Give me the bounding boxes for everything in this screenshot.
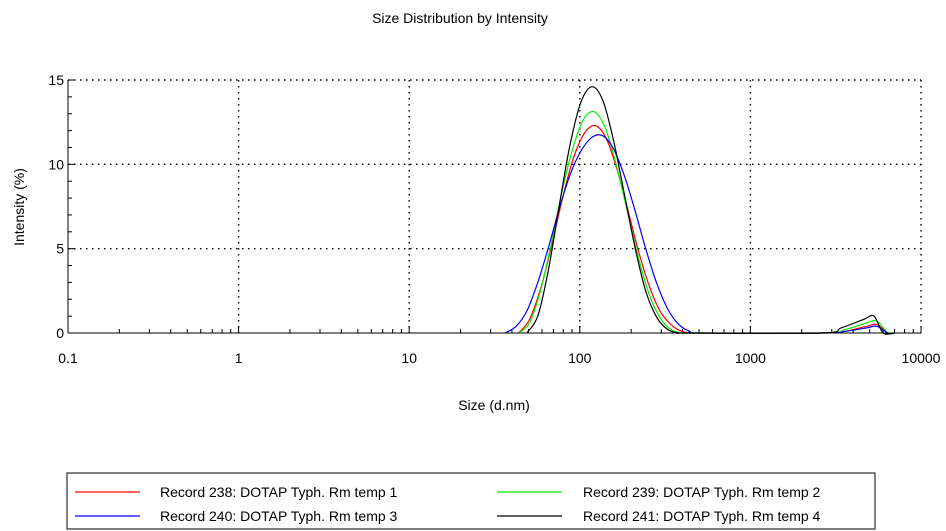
legend-label-1: Record 239: DOTAP Typh. Rm temp 2 [583,484,821,500]
x-tick-label-3: 100 [568,350,592,366]
x-tick-label-2: 10 [401,350,417,366]
series-lines [68,86,921,335]
legend-label-3: Record 241: DOTAP Typh. Rm temp 4 [583,508,821,524]
y-tick-label-0: 0 [56,325,64,341]
grid-lines [68,79,922,333]
plot-area [68,80,921,333]
y-axis-label: Intensity (%) [11,168,27,246]
tick-labels: 0.1 1 10 100 1000 10000 0 5 10 15 [48,72,940,366]
y-tick-label-1: 5 [56,241,64,257]
legend: Record 238: DOTAP Typh. Rm temp 1 Record… [66,472,876,530]
x-axis-label: Size (d.nm) [458,397,530,413]
chart-title: Size Distribution by Intensity [372,10,548,26]
y-tick-label-3: 15 [48,72,64,88]
series-line-2 [504,134,895,335]
x-tick-label-4: 1000 [735,350,766,366]
legend-label-0: Record 238: DOTAP Typh. Rm temp 1 [160,484,398,500]
y-tick-label-2: 10 [48,156,64,172]
x-tick-label-5: 10000 [902,350,941,366]
x-tick-label-0: 0.1 [58,350,78,366]
legend-box [66,472,876,530]
series-line-3 [526,86,895,335]
x-tick-label-1: 1 [235,350,243,366]
legend-label-2: Record 240: DOTAP Typh. Rm temp 3 [160,508,398,524]
